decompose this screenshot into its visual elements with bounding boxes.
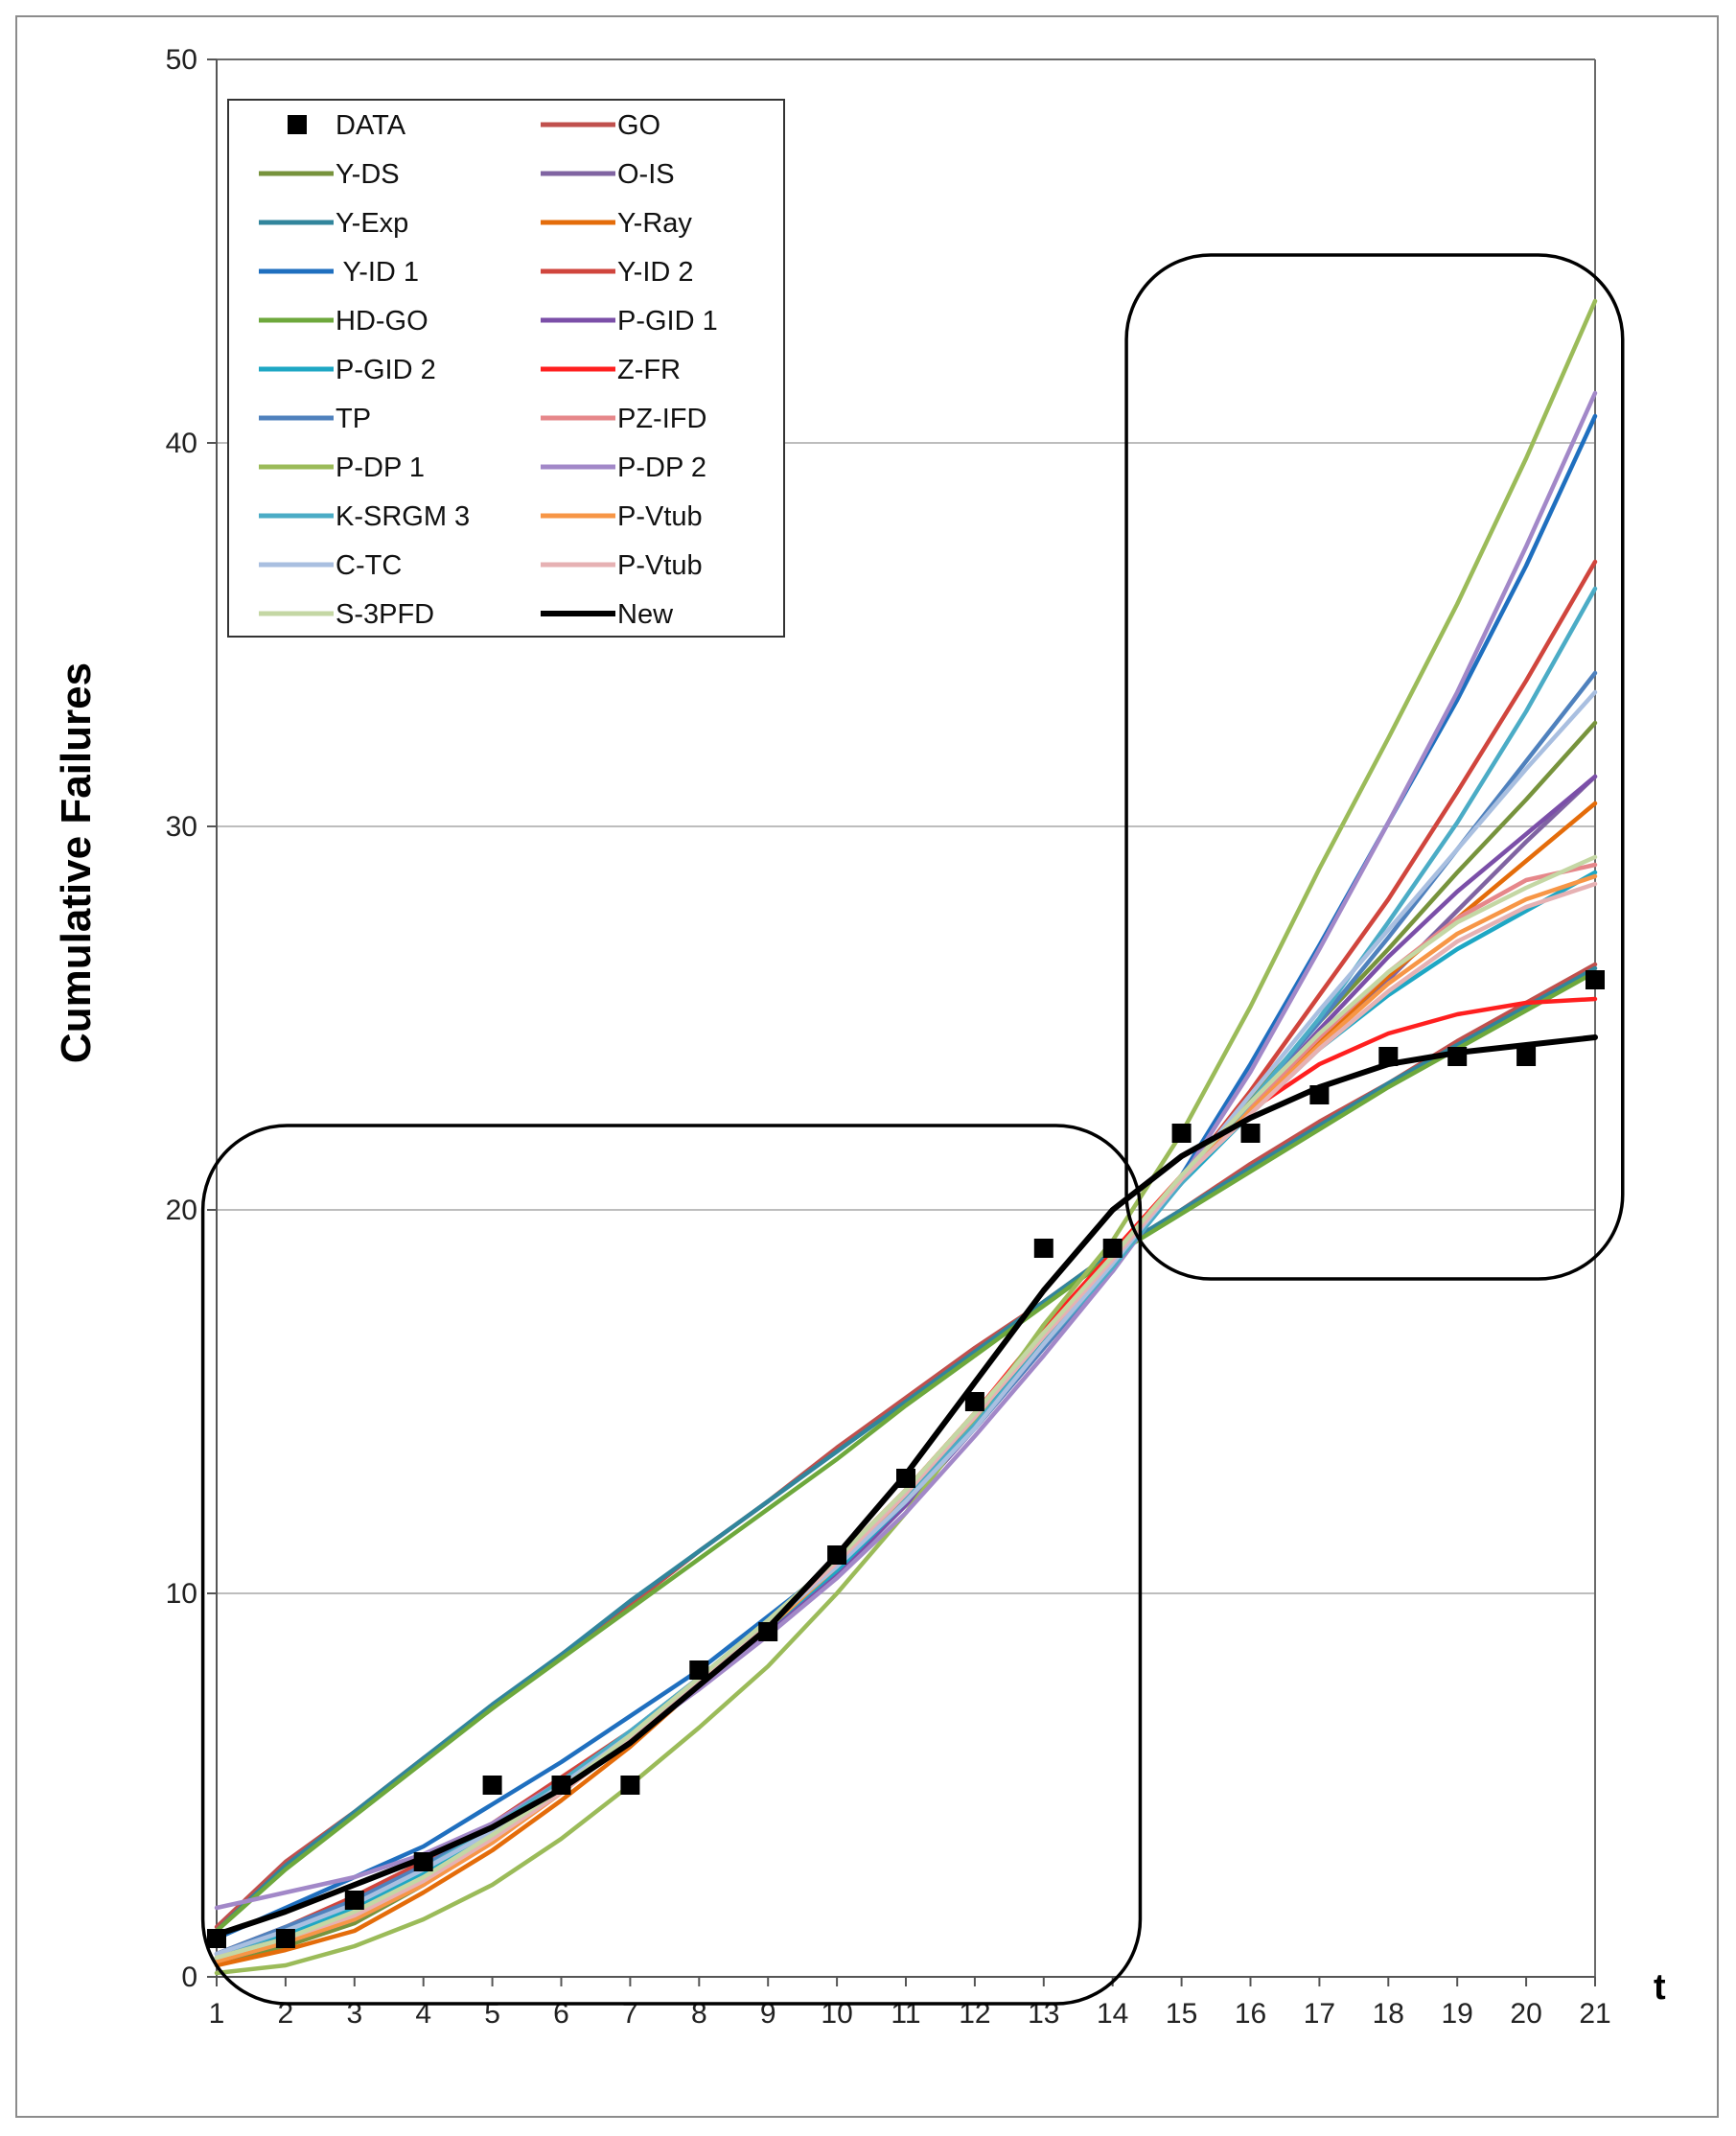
data-point [896,1469,915,1488]
legend-label: Y-DS [336,159,400,190]
highlight-box-1 [200,1124,1143,2006]
data-point [1309,1085,1330,1104]
x-tick-label: 5 [484,1998,500,2030]
x-tick-label: 6 [553,1998,569,2030]
highlight-box-2 [1124,253,1625,1281]
x-tick-label: 19 [1442,1998,1473,2030]
data-point [207,1929,226,1948]
y-tick-label: 0 [181,1962,197,1993]
series-line [214,862,1598,1964]
x-tick-label: 21 [1579,1998,1610,2030]
legend-label: TP [336,404,371,434]
legend-label: C-TC [336,550,402,581]
data-point [551,1776,571,1795]
legend-label: K-SRGM 3 [336,501,470,532]
series-line [214,586,1598,1961]
data-points [207,970,1605,1948]
data-point [1447,1047,1468,1066]
x-tick-label: 15 [1166,1998,1197,2030]
legend-label: Y-Exp [336,208,408,239]
y-tick-label: 50 [166,44,197,76]
x-tick-label: 1 [209,1998,225,2030]
series-line [214,969,1598,1934]
legend-label: O-IS [617,159,675,190]
legend-label: Y-ID 1 [336,257,419,288]
series-line [214,689,1598,1957]
data-point [344,1891,364,1910]
legend-label: GO [617,110,660,141]
series-line [214,559,1598,1957]
series-line [214,962,1598,1930]
legend: DATA GO Y-DS O-IS Y-Exp Y-Ray Y-ID 1 Y-ID 2 HD-… [227,99,785,638]
figure-frame [15,15,1719,2118]
y-tick-label: 10 [166,1578,197,1610]
x-tick-label: 20 [1510,1998,1541,2030]
series-line [214,413,1598,1941]
x-tick-label: 3 [346,1998,362,2030]
legend-label: DATA [336,110,406,141]
series-line [214,720,1598,1968]
legend-label: Y-Ray [617,208,692,239]
data-point [275,1929,295,1948]
data-point [413,1852,433,1871]
data-point [964,1392,984,1411]
series-line [214,801,1598,1968]
x-tick-label: 16 [1235,1998,1266,2030]
data-point [1586,970,1605,989]
data-point [758,1622,778,1641]
series-line [214,965,1598,1934]
x-tick-label: 17 [1304,1998,1335,2030]
legend-label: New [617,599,674,630]
series-line [214,873,1598,1964]
data-point [689,1660,709,1680]
x-tick-label: 9 [760,1998,776,2030]
y-tick-label: 40 [166,428,197,459]
legend-label: Y-ID 2 [617,257,694,288]
series-line [214,390,1598,1911]
x-axis-label: t [1654,1967,1666,2008]
x-tick-label: 4 [415,1998,431,2030]
data-point [827,1545,847,1565]
x-tick-label: 14 [1097,1998,1128,2030]
x-tick-label: 7 [622,1998,638,2030]
x-tick-label: 2 [278,1998,294,2030]
series-line [214,854,1598,1961]
y-tick-label: 20 [166,1195,197,1226]
data-point [482,1776,502,1795]
y-axis-label: Cumulative Failures [53,662,100,1063]
legend-label: S-3PFD [336,599,434,630]
data-point [1033,1239,1053,1258]
series-lines [214,298,1598,1976]
series-line [214,774,1598,1961]
legend-label: HD-GO [336,306,428,337]
annotation-boxes [200,253,1625,2006]
x-tick-label: 8 [691,1998,707,2030]
data-point [1378,1047,1399,1066]
data-point [620,1776,640,1795]
legend-label: PZ-IFD [617,404,706,434]
legend-label: P-DP 2 [617,453,706,483]
data-point [1171,1124,1192,1143]
series-line [214,881,1598,1961]
axes [207,58,1596,1986]
legend-label: P-GID 2 [336,355,436,385]
legend-label: P-Vtub [617,501,703,532]
x-tick-label: 18 [1373,1998,1404,2030]
data-point [1102,1239,1123,1258]
legend-label: P-Vtub [617,550,703,581]
legend-label: Z-FR [617,355,681,385]
legend-marker [288,115,307,134]
data-point [1240,1124,1261,1143]
data-point [1516,1047,1537,1066]
y-tick-label: 30 [166,811,197,843]
legend-label: P-DP 1 [336,453,425,483]
legend-label: P-GID 1 [617,306,718,337]
